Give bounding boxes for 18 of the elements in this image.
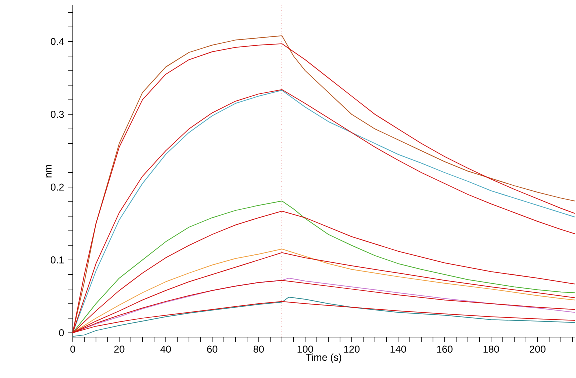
y-tick-label: 0.4 [51, 38, 64, 46]
x-tick-label: 160 [437, 346, 453, 353]
x-tick-label: 40 [160, 346, 172, 353]
x-tick-label: 0 [70, 346, 76, 353]
x-axis-title: Time (s) [306, 354, 342, 364]
x-tick-label: 100 [298, 346, 314, 353]
y-tick-label: 0.1 [51, 256, 64, 264]
x-tick-label: 120 [344, 346, 360, 353]
y-axis-title: nm [46, 165, 52, 178]
y-tick-label: 0 [59, 329, 64, 337]
x-tick-label: 140 [390, 346, 406, 353]
y-tick-label: 0.3 [51, 111, 64, 118]
x-tick-label: 200 [530, 346, 546, 353]
x-tick-label: 60 [207, 346, 218, 353]
x-tick-label: 20 [114, 346, 125, 353]
y-tick-label: 0.2 [51, 184, 64, 191]
x-tick-label: 180 [484, 346, 500, 353]
x-tick-label: 80 [254, 346, 264, 353]
